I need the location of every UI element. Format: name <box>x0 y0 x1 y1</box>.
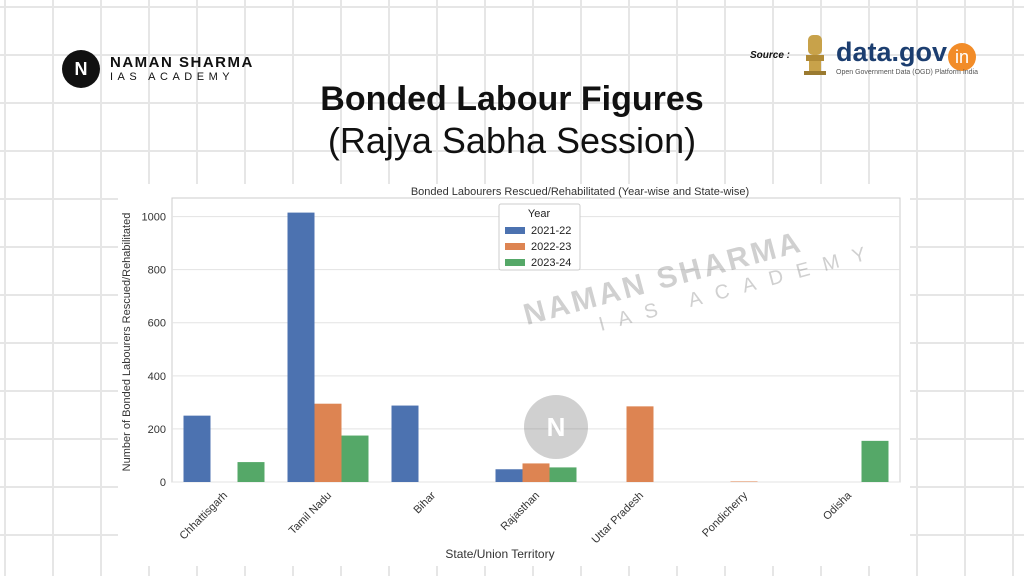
brand-logo: N NAMAN SHARMA IAS ACADEMY <box>62 50 254 88</box>
legend-label: 2023-24 <box>531 257 571 269</box>
page-subtitle: (Rajya Sabha Session) <box>327 120 697 161</box>
data-gov-text: data.gov <box>836 37 948 67</box>
x-tick-label: Uttar Pradesh <box>590 490 646 546</box>
bar-2022-23-pondicherry <box>730 481 758 482</box>
y-tick-label: 200 <box>148 424 166 436</box>
bar-2021-22-tamil-nadu <box>287 212 315 482</box>
bar-2023-24-rajasthan <box>549 467 577 482</box>
y-tick-label: 600 <box>148 318 166 330</box>
legend-swatch-2021-22 <box>505 227 525 234</box>
bar-2023-24-chhattisgarh <box>237 462 265 482</box>
chart-title: Bonded Labourers Rescued/Rehabilitated (… <box>411 186 749 198</box>
bar-2021-22-bihar <box>391 405 419 482</box>
brand-subtitle: IAS ACADEMY <box>110 71 235 84</box>
bar-chart: 0 200 400 600 800 1000 Chhattisgarh Tamil Nadu B… <box>121 186 901 561</box>
data-gov-in-icon: in <box>948 42 977 71</box>
bar-2022-23-tamil-nadu <box>314 403 342 482</box>
data-gov-tagline: Open Government Data (OGD) Platform Indi… <box>836 68 978 76</box>
y-axis-label: Number of Bonded Labourers Rescued/Rehab… <box>121 213 133 472</box>
bar-2023-24-odisha <box>861 440 889 482</box>
y-tick-label: 400 <box>148 371 166 383</box>
legend-title: Year <box>528 208 551 220</box>
y-tick-label: 0 <box>160 477 166 489</box>
x-tick-label: Pondicherry <box>700 489 750 539</box>
legend-label: 2021-22 <box>531 225 571 237</box>
legend-swatch-2023-24 <box>505 259 525 266</box>
brand-logo-icon: N <box>62 50 100 88</box>
source-label: Source : <box>750 50 791 61</box>
national-emblem-icon <box>804 35 826 75</box>
x-tick-label: Rajasthan <box>499 490 543 534</box>
legend-box <box>498 203 581 271</box>
x-tick-label: Odisha <box>821 489 855 523</box>
data-gov-logo: data.gov in Open Government Data (OGD) Pl… <box>836 37 978 76</box>
bar-2021-22-chhattisgarh <box>183 415 211 482</box>
bar-2023-24-tamil-nadu <box>341 435 369 482</box>
page-title: Bonded Labour Figures <box>320 80 704 118</box>
bar-2022-23-uttar-pradesh <box>626 406 654 482</box>
bar-2021-22-rajasthan <box>495 469 523 482</box>
x-tick-label: Tamil Nadu <box>287 490 334 537</box>
y-tick-label: 1000 <box>142 212 166 224</box>
x-tick-label: Bihar <box>411 489 438 516</box>
legend-swatch-2022-23 <box>505 243 525 250</box>
legend-label: 2022-23 <box>531 241 571 253</box>
watermark-logo-icon: N <box>524 395 588 459</box>
bar-2022-23-rajasthan <box>522 463 550 482</box>
brand-name: NAMAN SHARMA <box>110 53 254 71</box>
y-tick-label: 800 <box>148 265 166 277</box>
x-axis-label: State/Union Territory <box>445 547 554 561</box>
x-tick-label: Chhattisgarh <box>178 490 231 543</box>
